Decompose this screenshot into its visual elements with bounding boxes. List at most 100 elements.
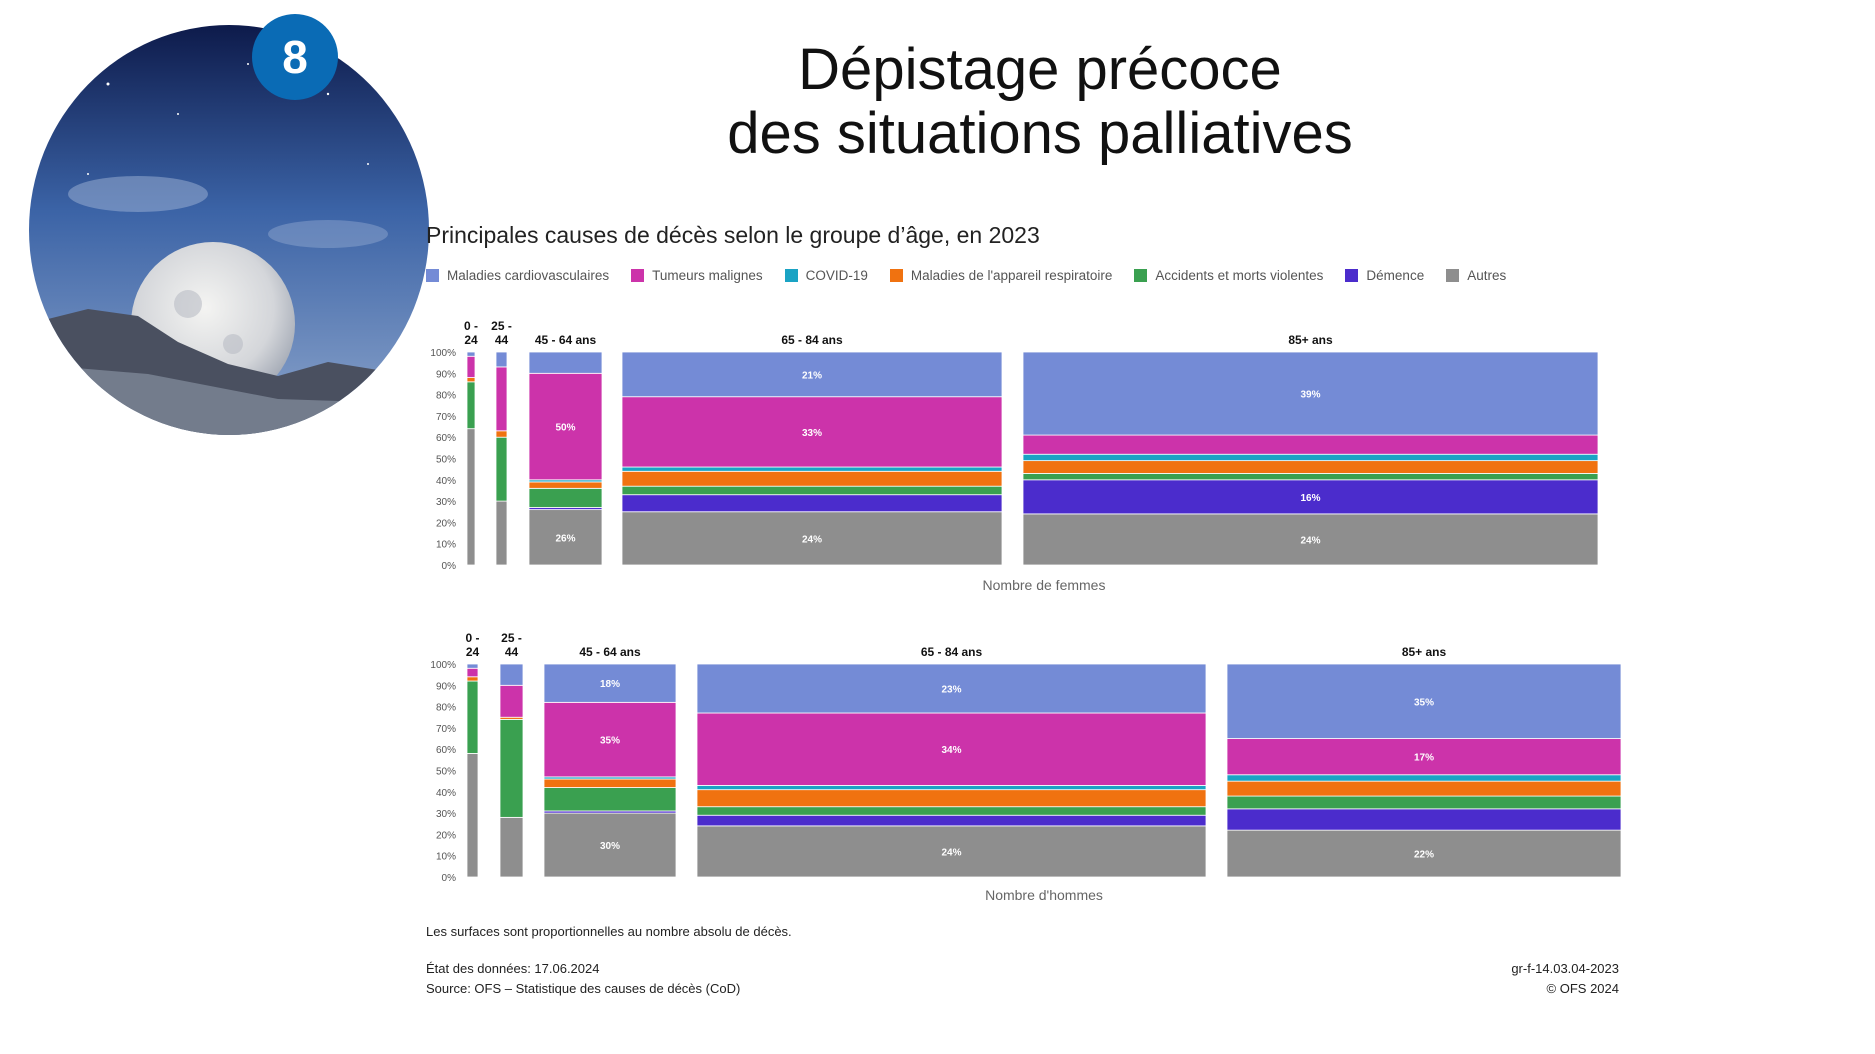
group-label: 65 - 84 ans xyxy=(921,645,983,659)
bar-segment xyxy=(543,812,677,878)
y-tick-label: 100% xyxy=(430,348,456,359)
x-axis-label: Nombre d'hommes xyxy=(985,887,1103,903)
data-label: 22% xyxy=(1414,850,1434,861)
bar-segment xyxy=(696,785,1207,791)
bar-segment xyxy=(466,753,479,878)
bar-segment xyxy=(499,816,524,878)
legend-swatch xyxy=(1134,269,1148,282)
group-label: 85+ ans xyxy=(1402,645,1447,659)
y-tick-label: 50% xyxy=(436,767,456,778)
moon-photo-svg xyxy=(29,25,429,435)
group-label: 65 - 84 ans xyxy=(781,333,843,347)
chart-panel-0: 100% 90% 80% 70% 60% 50% 40% 30% 20% 10% 0% 0 -24 25… xyxy=(430,319,1599,593)
bar-segment xyxy=(696,712,1207,786)
y-tick-label: 40% xyxy=(436,788,456,799)
legend-label: Autres xyxy=(1467,268,1507,283)
data-label: 24% xyxy=(802,534,822,545)
data-label: 34% xyxy=(941,745,961,756)
legend-label: COVID-19 xyxy=(805,268,868,283)
bar-segment xyxy=(696,663,1207,714)
data-label: 33% xyxy=(802,428,822,439)
y-tick-label: 40% xyxy=(436,476,456,487)
bar-segment xyxy=(1022,453,1599,462)
y-tick-label: 60% xyxy=(436,433,456,444)
bar-segment xyxy=(1022,434,1599,455)
bar-segment xyxy=(621,351,1003,398)
data-label: 16% xyxy=(1300,493,1320,504)
group-label: 25 - xyxy=(491,319,512,333)
group-label: 24 xyxy=(464,333,478,347)
bar-segment xyxy=(1226,738,1622,776)
bar-segment xyxy=(1226,795,1622,810)
legend-swatch xyxy=(1345,269,1359,282)
bar-segment xyxy=(499,663,524,686)
bar-segment xyxy=(1022,460,1599,474)
bar-segment xyxy=(1022,513,1599,566)
bar-segment xyxy=(621,485,1003,496)
legend-label: Maladies de l'appareil respiratoire xyxy=(910,268,1113,283)
group-label: 45 - 64 ans xyxy=(535,333,597,347)
group-label: 0 - xyxy=(465,631,479,645)
data-label: 24% xyxy=(1300,535,1320,546)
chart-copyright: © OFS 2024 xyxy=(1546,981,1619,996)
bar-segment xyxy=(466,667,479,678)
legend-item: Accidents et morts violentes xyxy=(1134,268,1323,283)
y-tick-label: 30% xyxy=(436,497,456,508)
group-label: 25 - xyxy=(501,631,522,645)
legend-item: Maladies de l'appareil respiratoire xyxy=(889,268,1113,283)
data-label: 35% xyxy=(1414,697,1434,708)
bar-segment xyxy=(621,470,1003,487)
bar-segment xyxy=(696,806,1207,816)
bar-segment xyxy=(696,825,1207,878)
group-label: 45 - 64 ans xyxy=(579,645,641,659)
bar-segment xyxy=(543,663,677,703)
bar-segment xyxy=(621,494,1003,513)
group-label: 44 xyxy=(495,333,509,347)
bar-segment xyxy=(495,366,508,432)
bar-segment xyxy=(621,511,1003,566)
bar-segment xyxy=(495,500,508,566)
y-tick-label: 90% xyxy=(436,369,456,380)
bar-segment xyxy=(495,430,508,438)
bar-segment xyxy=(466,381,476,430)
legend-swatch xyxy=(631,269,645,282)
bar-segment xyxy=(528,351,603,374)
bar-segment xyxy=(466,680,479,754)
bar-segment xyxy=(621,466,1003,472)
legend-item: Autres xyxy=(1446,268,1506,283)
y-tick-label: 10% xyxy=(436,540,456,551)
moon-photo xyxy=(28,24,430,436)
group-label: 24 xyxy=(466,645,480,659)
legend-label: Accidents et morts violentes xyxy=(1155,268,1324,283)
data-label: 50% xyxy=(555,423,575,434)
legend-item: Tumeurs malignes xyxy=(631,268,763,283)
chart-code: gr-f-14.03.04-2023 xyxy=(1511,961,1619,976)
legend-label: Maladies cardiovasculaires xyxy=(447,268,610,283)
legend-item: Maladies cardiovasculaires xyxy=(426,268,609,283)
bar-segment xyxy=(543,778,677,788)
data-label: 21% xyxy=(802,370,822,381)
slide-title-line2: des situations palliatives xyxy=(727,101,1353,166)
legend-label: Tumeurs malignes xyxy=(652,268,763,283)
bar-segment xyxy=(528,509,603,566)
data-label: 30% xyxy=(600,841,620,852)
data-label: 26% xyxy=(555,533,575,544)
bar-segment xyxy=(696,814,1207,827)
chart-note: Les surfaces sont proportionnelles au no… xyxy=(426,924,792,939)
slide-title-line1: Dépistage précoce xyxy=(798,37,1282,102)
y-tick-label: 60% xyxy=(436,745,456,756)
legend-item: COVID-19 xyxy=(784,268,868,283)
y-tick-label: 70% xyxy=(436,724,456,735)
data-label: 24% xyxy=(941,847,961,858)
chart-source: Source: OFS – Statistique des causes de … xyxy=(426,981,741,996)
group-label: 44 xyxy=(505,645,519,659)
chart-legend: Maladies cardiovasculaires Tumeurs malig… xyxy=(426,268,1528,283)
group-label: 0 - xyxy=(464,319,478,333)
y-tick-label: 20% xyxy=(436,830,456,841)
bar-segment xyxy=(466,351,476,357)
y-tick-label: 80% xyxy=(436,703,456,714)
bar-segment xyxy=(466,428,476,566)
chart-panel-1: 100% 90% 80% 70% 60% 50% 40% 30% 20% 10% 0% 0 -24 25… xyxy=(430,631,1622,903)
group-label: 85+ ans xyxy=(1288,333,1333,347)
bar-segment xyxy=(696,789,1207,808)
